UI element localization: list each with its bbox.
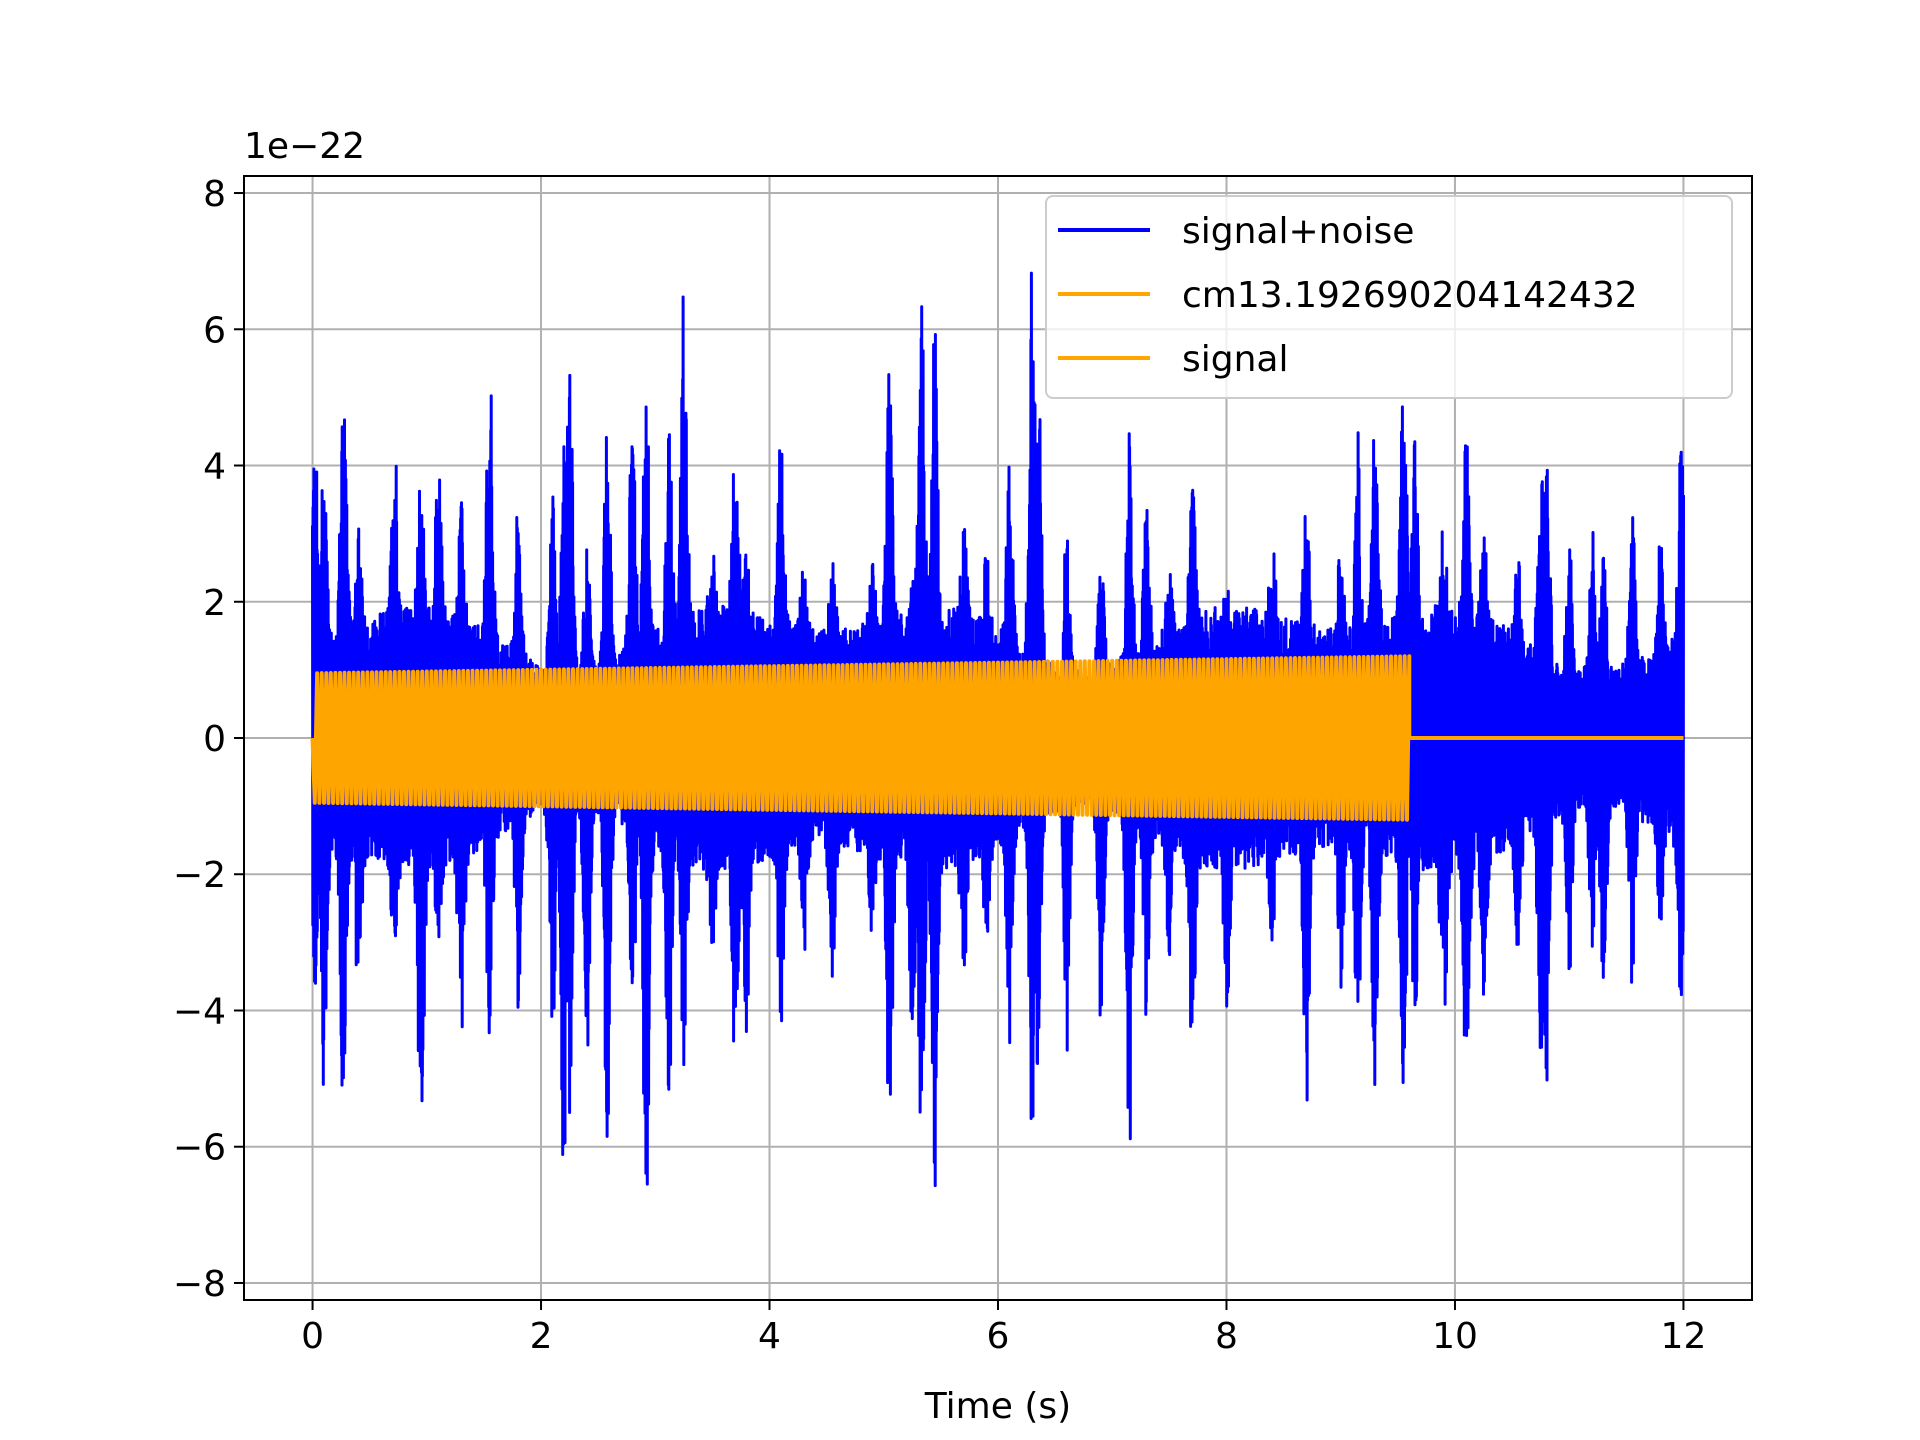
legend-label-signal-noise: signal+noise xyxy=(1182,211,1414,252)
y-tick-label: −2 xyxy=(173,855,226,896)
x-axis-label: Time (s) xyxy=(924,1386,1071,1427)
y-tick-label: 6 xyxy=(203,310,226,351)
series-signal xyxy=(310,654,1684,822)
x-tick-label: 2 xyxy=(530,1316,553,1357)
y-tick-label: 8 xyxy=(203,174,226,215)
legend: signal+noise cm13.192690204142432 signal xyxy=(1045,195,1733,399)
x-tick-label: 10 xyxy=(1432,1316,1478,1357)
x-tick-label: 12 xyxy=(1661,1316,1707,1357)
x-tick-label: 8 xyxy=(1215,1316,1238,1357)
y-tick-label: 2 xyxy=(203,583,226,624)
series-layer xyxy=(310,271,1685,1188)
legend-label-signal: signal xyxy=(1182,339,1289,380)
grid xyxy=(244,176,1752,1300)
y-tick-label: 0 xyxy=(203,719,226,760)
legend-box xyxy=(1045,195,1733,399)
y-tick-label: −8 xyxy=(173,1264,226,1305)
y-offset-label: 1e−22 xyxy=(244,126,365,167)
y-tick-label: 4 xyxy=(203,447,226,488)
ticks: 0 2 4 6 8 10 12 −8 −6 −4 −2 0 2 4 6 8 xyxy=(173,174,1706,1357)
y-tick-label: −6 xyxy=(173,1128,226,1169)
x-tick-label: 0 xyxy=(301,1316,324,1357)
x-tick-label: 6 xyxy=(987,1316,1010,1357)
legend-label-cm13: cm13.192690204142432 xyxy=(1182,275,1638,316)
x-tick-label: 4 xyxy=(758,1316,781,1357)
y-tick-label: −4 xyxy=(173,991,226,1032)
